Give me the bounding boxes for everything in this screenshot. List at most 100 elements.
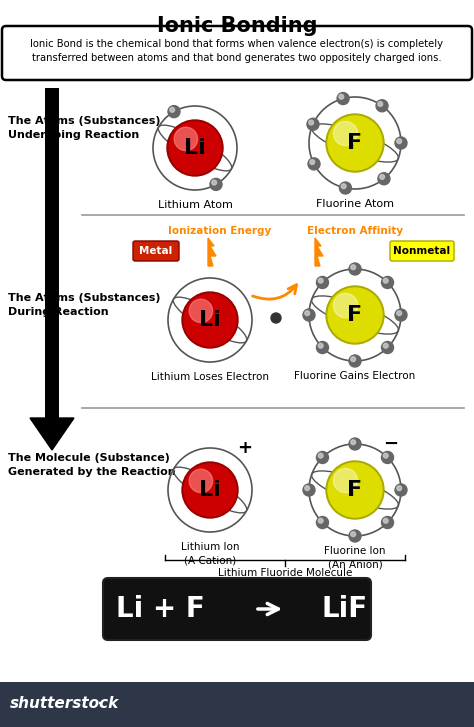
Polygon shape — [315, 238, 323, 266]
Text: Nonmetal: Nonmetal — [393, 246, 451, 256]
Text: The Molecule (Substance)
Generated by the Reaction: The Molecule (Substance) Generated by th… — [8, 453, 176, 477]
Circle shape — [170, 108, 174, 112]
Circle shape — [303, 309, 315, 321]
FancyBboxPatch shape — [45, 88, 59, 418]
Circle shape — [303, 484, 315, 496]
FancyBboxPatch shape — [2, 26, 472, 80]
Circle shape — [337, 92, 349, 105]
Circle shape — [333, 294, 358, 318]
Circle shape — [341, 184, 346, 188]
Text: shutterstock: shutterstock — [10, 696, 119, 712]
Circle shape — [182, 292, 238, 348]
Text: Lithium Fluoride Molecule: Lithium Fluoride Molecule — [219, 568, 353, 578]
Text: Ionic Bonding: Ionic Bonding — [157, 16, 317, 36]
Text: The Atoms (Substances)
Undergoing Reaction: The Atoms (Substances) Undergoing Reacti… — [8, 116, 161, 140]
Circle shape — [382, 342, 393, 353]
Text: Li: Li — [199, 310, 221, 330]
Circle shape — [318, 343, 323, 348]
Circle shape — [380, 174, 384, 180]
Polygon shape — [30, 418, 74, 450]
Circle shape — [305, 486, 310, 491]
Text: The Atoms (Substances)
During Reaction: The Atoms (Substances) During Reaction — [8, 293, 161, 317]
Text: Metal: Metal — [139, 246, 173, 256]
Circle shape — [317, 342, 328, 353]
Circle shape — [351, 440, 356, 445]
Circle shape — [308, 158, 320, 170]
Circle shape — [328, 288, 382, 342]
Text: Lithium Ion
(A Cation): Lithium Ion (A Cation) — [181, 542, 239, 565]
Circle shape — [395, 484, 407, 496]
Text: ·: · — [96, 695, 102, 713]
Text: Ionization Energy: Ionization Energy — [168, 226, 272, 236]
Circle shape — [326, 286, 384, 344]
FancyBboxPatch shape — [390, 241, 454, 261]
Text: Fluorine Atom: Fluorine Atom — [316, 199, 394, 209]
Circle shape — [310, 160, 315, 164]
Circle shape — [333, 121, 358, 145]
Text: Lithium Atom: Lithium Atom — [157, 200, 232, 210]
Polygon shape — [208, 238, 216, 266]
Circle shape — [317, 516, 328, 529]
Text: F: F — [347, 480, 363, 500]
Circle shape — [328, 463, 382, 517]
FancyBboxPatch shape — [133, 241, 179, 261]
Text: Lithium Loses Electron: Lithium Loses Electron — [151, 372, 269, 382]
Circle shape — [307, 119, 319, 130]
Circle shape — [318, 453, 323, 458]
Text: F: F — [347, 305, 363, 325]
Text: LiF: LiF — [322, 595, 368, 623]
Text: Li + F: Li + F — [116, 595, 204, 623]
Circle shape — [351, 265, 356, 270]
Text: F: F — [347, 133, 363, 153]
Circle shape — [184, 294, 236, 346]
Circle shape — [184, 464, 236, 516]
Circle shape — [326, 114, 384, 172]
Circle shape — [383, 453, 388, 458]
Circle shape — [309, 120, 314, 125]
Circle shape — [318, 518, 323, 523]
Circle shape — [397, 139, 401, 144]
Circle shape — [210, 178, 222, 190]
Circle shape — [167, 120, 223, 176]
Bar — [0, 682, 474, 727]
Text: Fluorine Ion
(An Anion): Fluorine Ion (An Anion) — [324, 546, 386, 569]
Circle shape — [339, 95, 344, 99]
Text: transferred between atoms and that bond generates two oppositely charged ions.: transferred between atoms and that bond … — [32, 53, 442, 63]
Circle shape — [382, 516, 393, 529]
Circle shape — [212, 180, 217, 185]
Circle shape — [339, 182, 351, 194]
Circle shape — [349, 530, 361, 542]
Circle shape — [189, 469, 213, 493]
Circle shape — [349, 438, 361, 450]
Text: Fluorine Gains Electron: Fluorine Gains Electron — [294, 371, 416, 381]
Circle shape — [382, 451, 393, 464]
Circle shape — [383, 343, 388, 348]
Circle shape — [305, 311, 310, 316]
Circle shape — [351, 357, 356, 361]
Circle shape — [395, 309, 407, 321]
Circle shape — [317, 451, 328, 464]
Circle shape — [174, 127, 198, 150]
Circle shape — [378, 173, 390, 185]
Circle shape — [318, 278, 323, 283]
Circle shape — [378, 102, 383, 106]
Circle shape — [397, 311, 401, 316]
FancyBboxPatch shape — [103, 578, 371, 640]
Circle shape — [168, 105, 180, 118]
Circle shape — [382, 276, 393, 289]
Circle shape — [349, 263, 361, 275]
Circle shape — [169, 122, 221, 174]
FancyArrowPatch shape — [253, 285, 297, 299]
Text: Li: Li — [199, 480, 221, 500]
Circle shape — [271, 313, 281, 323]
Text: Electron Affinity: Electron Affinity — [307, 226, 403, 236]
Text: −: − — [383, 435, 399, 453]
Circle shape — [182, 462, 238, 518]
Text: Ionic Bond is the chemical bond that forms when valence electron(s) is completel: Ionic Bond is the chemical bond that for… — [30, 39, 444, 49]
Circle shape — [397, 486, 401, 491]
Text: Li: Li — [184, 138, 206, 158]
Text: +: + — [237, 439, 253, 457]
Circle shape — [326, 461, 384, 519]
Circle shape — [317, 276, 328, 289]
Circle shape — [189, 300, 213, 323]
